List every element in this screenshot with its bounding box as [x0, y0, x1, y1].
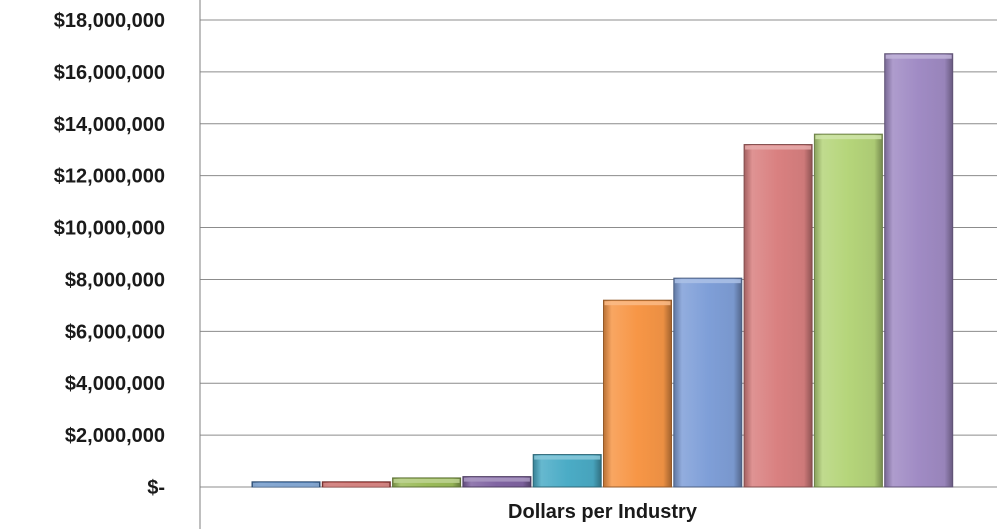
bar-top-highlight	[604, 301, 671, 306]
gridlines	[200, 19, 997, 488]
y-axis-tick-labels: $- $2,000,000 $4,000,000 $6,000,000 $8,000,0…	[54, 10, 165, 499]
bars	[251, 53, 954, 488]
y-tick-label: $12,000,000	[54, 166, 165, 188]
y-tick-label: $18,000,000	[54, 10, 165, 32]
bar	[673, 277, 743, 488]
y-tick-label: $6,000,000	[65, 321, 165, 343]
y-tick-label: $14,000,000	[54, 114, 165, 136]
bar-top-highlight	[393, 478, 460, 483]
y-tick-label: $-	[147, 477, 165, 499]
bar	[603, 299, 672, 488]
bar	[743, 144, 813, 488]
y-tick-label: $8,000,000	[65, 269, 165, 291]
bar-top-highlight	[534, 455, 601, 460]
bar-top-highlight	[674, 279, 741, 284]
y-tick-label: $10,000,000	[54, 218, 165, 240]
bar-top-highlight	[463, 477, 530, 482]
y-tick-label: $4,000,000	[65, 373, 165, 395]
bar	[532, 454, 602, 488]
bar-top-highlight	[815, 135, 882, 140]
bar-top-highlight	[885, 54, 952, 59]
bar	[813, 133, 883, 488]
bar-top-highlight	[253, 482, 319, 487]
bar	[884, 53, 954, 488]
bar-top-highlight	[745, 145, 812, 150]
y-tick-label: $2,000,000	[65, 425, 165, 447]
y-tick-label: $16,000,000	[54, 62, 165, 84]
bar	[462, 476, 532, 488]
x-axis-title: Dollars per Industry	[508, 501, 698, 523]
bar-top-highlight	[323, 482, 390, 487]
